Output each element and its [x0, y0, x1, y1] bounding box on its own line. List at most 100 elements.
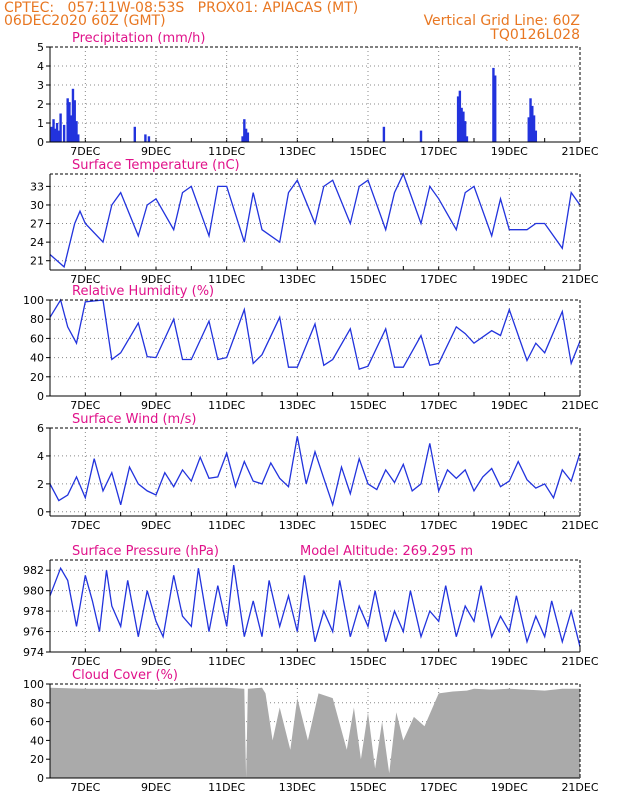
- x-tick-label: 19DEC: [491, 273, 528, 286]
- precip-bar: [463, 121, 467, 142]
- precip-bar: [456, 96, 460, 142]
- y-tick-label: 24: [30, 236, 44, 249]
- x-tick-label: 13DEC: [279, 781, 316, 794]
- panel-3: 0 2 4 6 7DEC 9DEC 11DEC 13DEC 15DEC 17DEC 19DEC 21D…: [37, 412, 599, 532]
- precip-bar: [458, 90, 462, 142]
- header-date: 06DEC2020 60Z (GMT): [4, 13, 166, 29]
- y-tick-label: 3: [37, 79, 44, 92]
- y-tick-label: 40: [30, 352, 44, 365]
- y-tick-label: 30: [30, 199, 44, 212]
- x-tick-label: 11DEC: [208, 145, 245, 158]
- x-tick-label: 19DEC: [491, 655, 528, 668]
- y-tick-label: 4: [37, 60, 44, 73]
- x-tick-label: 17DEC: [420, 399, 457, 412]
- x-tick-label: 7DEC: [70, 399, 100, 412]
- header-grid-note: Vertical Grid Line: 60Z: [423, 13, 580, 29]
- precip-bar: [244, 128, 248, 142]
- x-tick-label: 13DEC: [279, 145, 316, 158]
- panel-1: 21 24 27 30 33 7DEC 9DEC 11DEC 13DEC 15DEC 17DEC 19…: [30, 158, 599, 286]
- series-line: [49, 298, 581, 370]
- precip-bar: [54, 128, 57, 142]
- precip-bar: [52, 119, 55, 142]
- x-tick-label: 9DEC: [141, 399, 171, 412]
- x-tick-label: 15DEC: [349, 655, 386, 668]
- x-tick-label: 11DEC: [208, 655, 245, 668]
- x-tick-label: 11DEC: [208, 781, 245, 794]
- x-tick-label: 7DEC: [70, 145, 100, 158]
- series-line: [49, 436, 581, 508]
- x-tick-label: 17DEC: [420, 655, 457, 668]
- precip-bar: [243, 119, 246, 142]
- y-tick-label: 27: [30, 218, 44, 231]
- precip-bar: [241, 136, 244, 142]
- precip-bar: [144, 134, 147, 142]
- precip-bar: [133, 126, 136, 142]
- panel-title: Surface Wind (m/s): [72, 412, 196, 427]
- y-tick-label: 100: [23, 678, 44, 691]
- x-tick-label: 17DEC: [420, 519, 457, 532]
- x-tick-label: 15DEC: [349, 399, 386, 412]
- precip-bar: [534, 130, 538, 142]
- y-tick-label: 2: [37, 98, 44, 111]
- x-tick-label: 15DEC: [349, 781, 386, 794]
- y-tick-label: 6: [37, 422, 44, 435]
- precip-bar: [55, 123, 59, 142]
- panel-4: 974 976 978 980 982 7DEC 9DEC 11DEC 13DEC 15DEC 17…: [23, 544, 599, 668]
- precip-bar: [419, 130, 423, 142]
- precip-bar: [66, 98, 69, 142]
- precip-bar: [529, 98, 532, 142]
- precip-bar: [68, 102, 71, 142]
- panel-title: Surface Temperature (nC): [72, 158, 240, 173]
- y-tick-label: 20: [30, 371, 44, 384]
- x-tick-label: 19DEC: [491, 519, 528, 532]
- x-tick-label: 21DEC: [561, 781, 598, 794]
- x-tick-label: 21DEC: [561, 145, 598, 158]
- y-tick-label: 33: [30, 180, 44, 193]
- y-tick-label: 982: [23, 564, 44, 577]
- panel-title: Cloud Cover (%): [72, 668, 178, 683]
- y-tick-label: 1: [37, 117, 44, 130]
- precip-bar: [532, 115, 536, 142]
- x-tick-label: 19DEC: [491, 145, 528, 158]
- x-tick-label: 13DEC: [279, 273, 316, 286]
- y-tick-label: 80: [30, 313, 44, 326]
- panel-5: 0 20 40 60 80 100 7DEC 9DEC 11DEC 13DEC 15DEC 17DEC…: [23, 668, 599, 794]
- y-tick-label: 100: [23, 294, 44, 307]
- x-tick-label: 11DEC: [208, 399, 245, 412]
- cloud-cover-area: [50, 687, 580, 778]
- y-tick-label: 974: [23, 646, 44, 659]
- y-tick-label: 0: [37, 390, 44, 403]
- x-tick-label: 7DEC: [70, 655, 100, 668]
- precip-bar: [77, 134, 80, 142]
- y-tick-label: 80: [30, 697, 44, 710]
- x-tick-label: 13DEC: [279, 399, 316, 412]
- y-tick-label: 40: [30, 734, 44, 747]
- header-model-code: TQ0126L028: [490, 27, 580, 43]
- precip-bar: [465, 136, 469, 142]
- precip-bar: [147, 136, 151, 142]
- y-tick-label: 60: [30, 716, 44, 729]
- x-tick-label: 15DEC: [349, 145, 386, 158]
- panel-2: 0 20 40 60 80 100 7DEC 9DEC 11DEC 13DEC 15DEC 17DEC…: [23, 284, 599, 412]
- y-tick-label: 980: [23, 585, 44, 598]
- x-tick-label: 19DEC: [491, 781, 528, 794]
- x-tick-label: 13DEC: [279, 655, 316, 668]
- precip-bar: [57, 130, 61, 142]
- y-tick-label: 60: [30, 332, 44, 345]
- x-tick-label: 17DEC: [420, 145, 457, 158]
- x-tick-label: 9DEC: [141, 655, 171, 668]
- x-tick-label: 15DEC: [349, 273, 386, 286]
- precip-bar: [494, 75, 497, 142]
- x-tick-label: 15DEC: [349, 519, 386, 532]
- panel-subtitle: Model Altitude: 269.295 m: [300, 544, 473, 559]
- x-tick-label: 19DEC: [491, 399, 528, 412]
- precip-bar: [50, 126, 53, 142]
- panel-title: Relative Humidity (%): [72, 284, 214, 299]
- x-tick-label: 7DEC: [70, 273, 100, 286]
- y-tick-label: 21: [30, 255, 44, 268]
- y-tick-label: 0: [37, 136, 44, 149]
- precip-bar: [70, 115, 73, 142]
- precip-bar: [73, 100, 76, 142]
- precip-bar: [246, 132, 250, 142]
